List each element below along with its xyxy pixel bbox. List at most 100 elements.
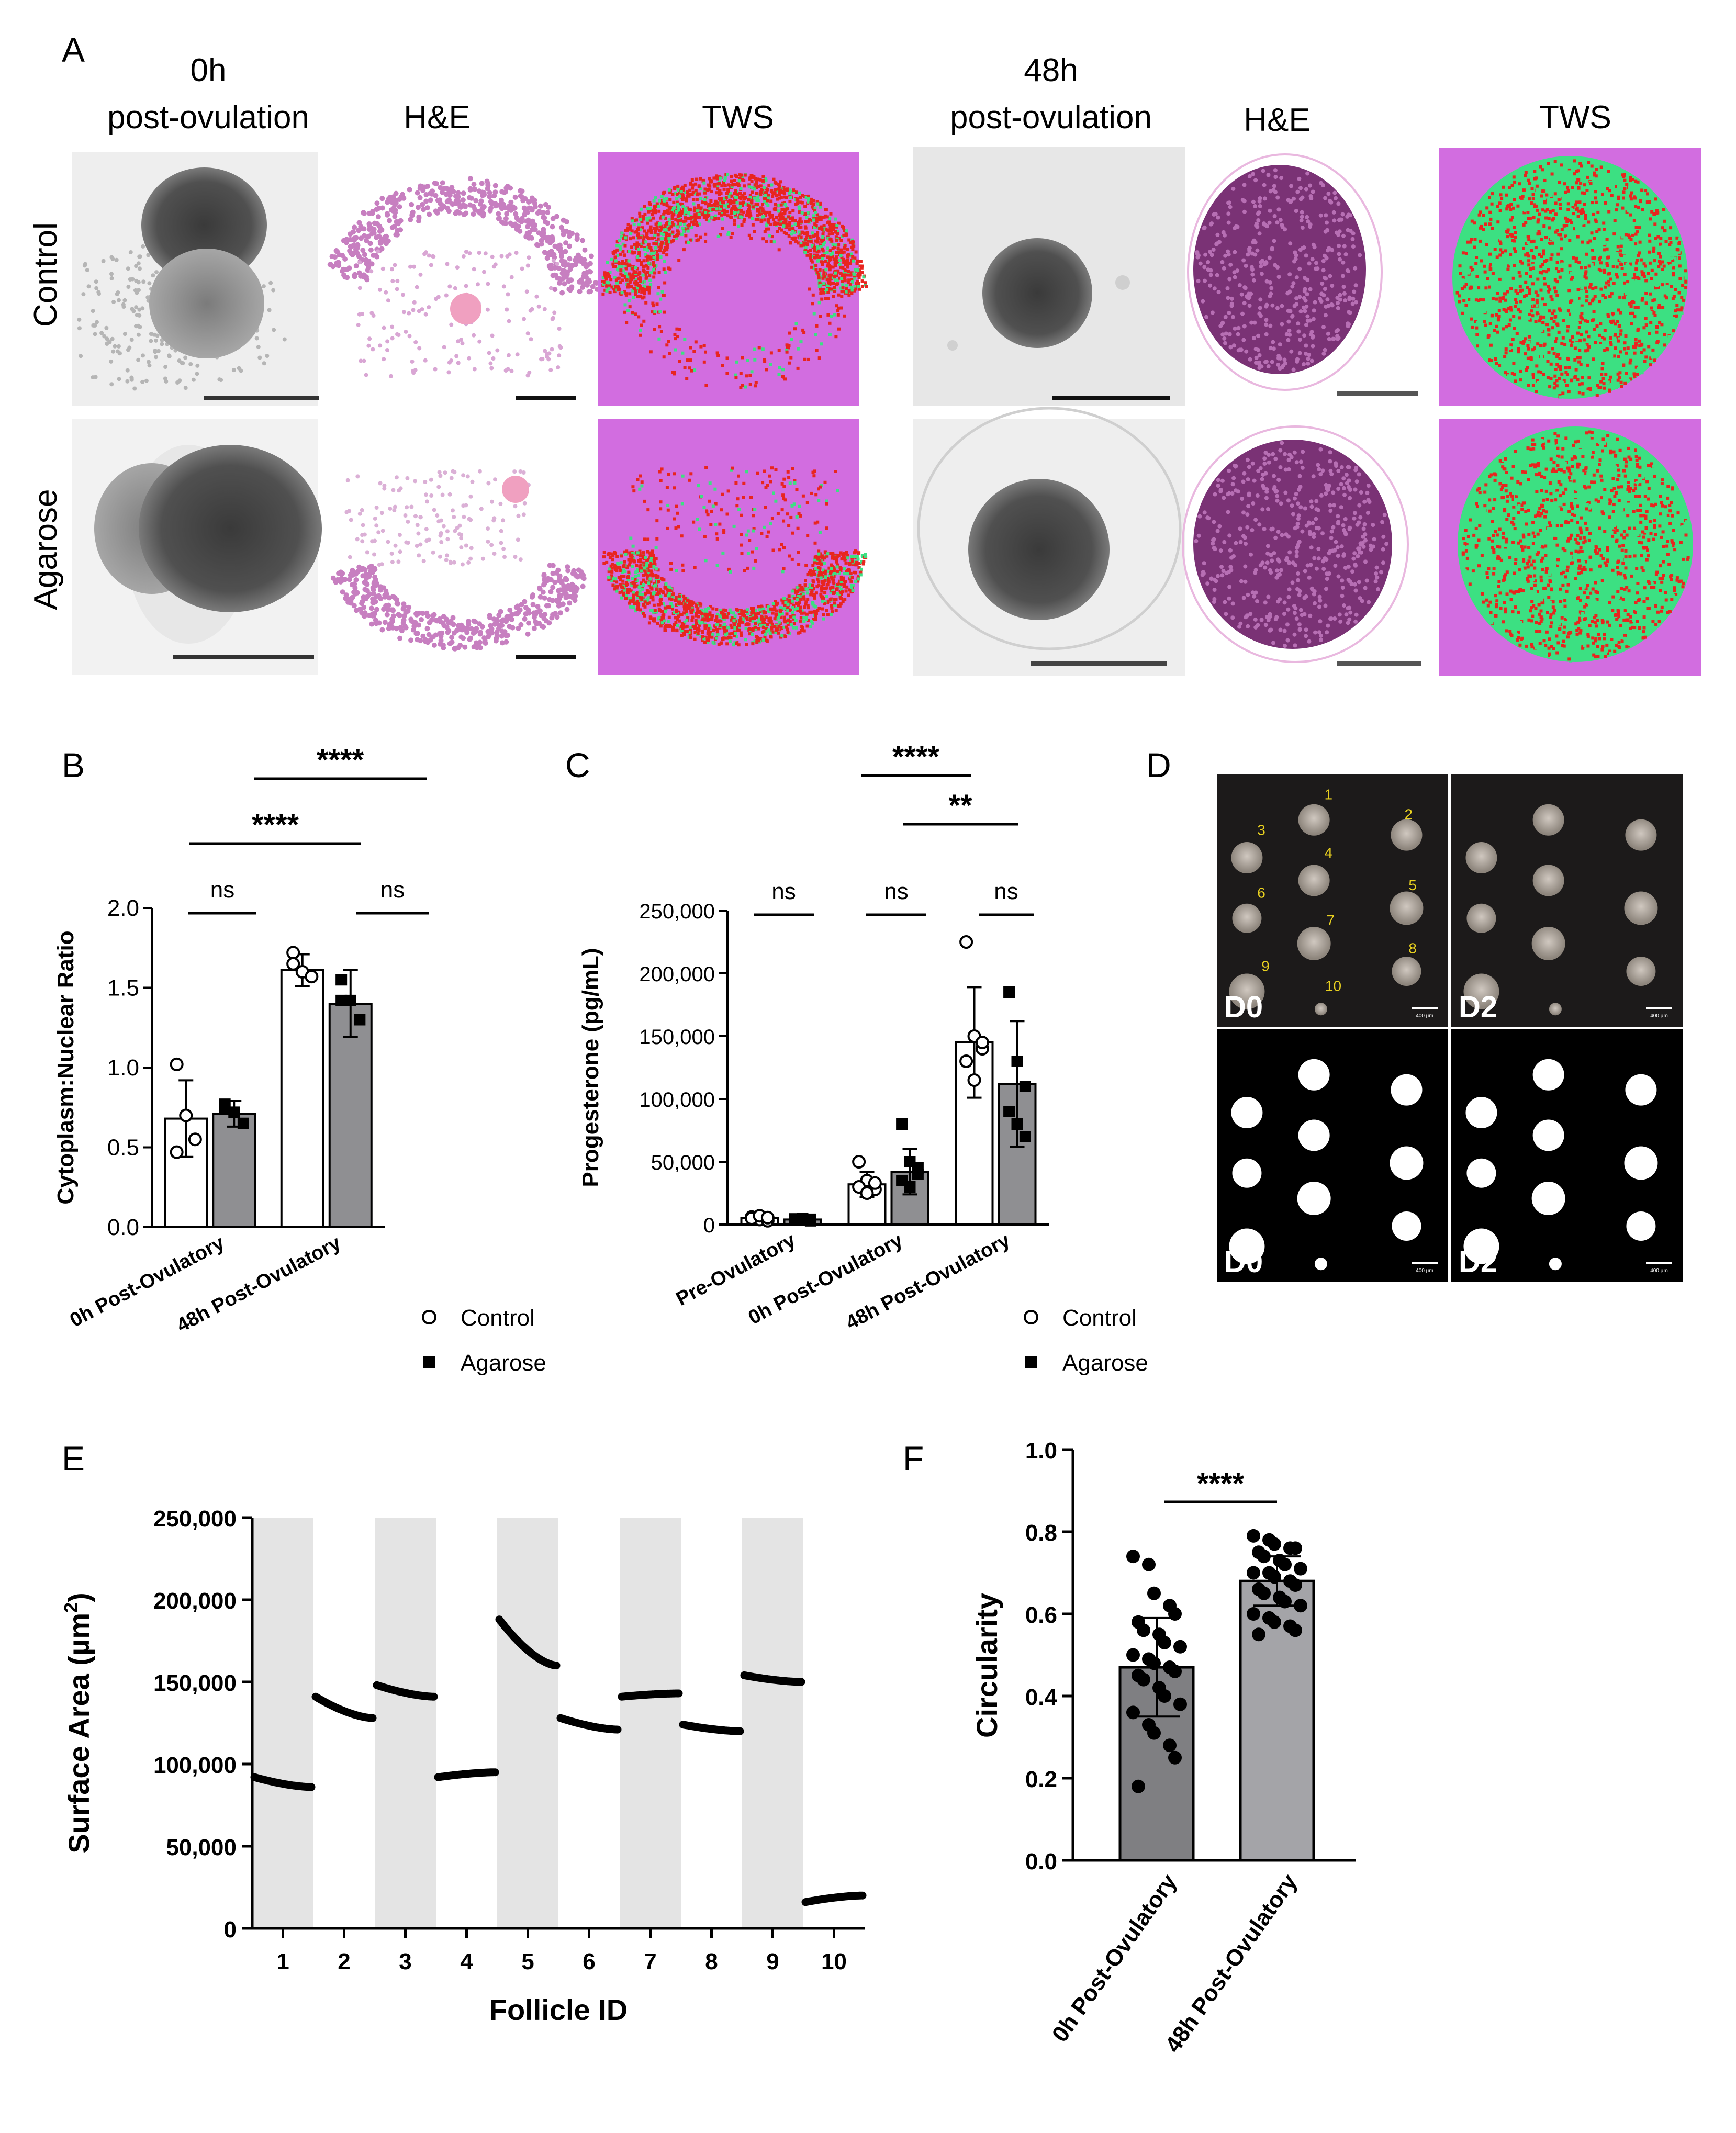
he-cell bbox=[459, 545, 464, 550]
tws-pixel bbox=[697, 484, 700, 488]
tws-pixel bbox=[858, 273, 862, 277]
he-cell bbox=[374, 506, 379, 510]
he-cell bbox=[371, 227, 377, 232]
tws-pixel bbox=[709, 631, 712, 634]
tws-pixel bbox=[654, 211, 657, 215]
he-cell bbox=[408, 217, 413, 222]
tws-pixel bbox=[859, 573, 863, 577]
tws-pixel bbox=[833, 269, 837, 273]
tws-pixel bbox=[646, 569, 650, 572]
tws-pixel bbox=[620, 235, 623, 239]
tws-pixel bbox=[658, 325, 662, 329]
he-cell bbox=[386, 595, 392, 601]
tws-pixel bbox=[744, 385, 747, 389]
tws-pixel bbox=[797, 347, 800, 351]
tws-pixel bbox=[803, 251, 807, 254]
tws-pixel bbox=[767, 609, 770, 613]
tws-pixel bbox=[607, 287, 610, 290]
tws-pixel bbox=[826, 313, 830, 317]
tws-pixel bbox=[653, 230, 657, 234]
tws-pixel bbox=[693, 566, 697, 569]
tws-pixel bbox=[644, 580, 647, 584]
tws-pixel bbox=[709, 523, 713, 526]
cumulus-cell bbox=[231, 368, 236, 373]
tws-pixel bbox=[843, 558, 847, 562]
he-cell bbox=[409, 212, 415, 218]
tws-pixel bbox=[821, 599, 824, 603]
tws-pixel bbox=[671, 592, 675, 596]
tws-pixel bbox=[731, 183, 734, 187]
tws-pixel bbox=[678, 195, 681, 199]
tws-pixel bbox=[603, 280, 607, 284]
tws-pixel bbox=[722, 187, 726, 191]
tws-pixel bbox=[680, 211, 684, 215]
tws-pixel bbox=[675, 210, 678, 214]
tws-pixel bbox=[606, 272, 610, 275]
tws-pixel bbox=[723, 176, 727, 180]
tws-pixel bbox=[703, 198, 707, 201]
tws-pixel bbox=[778, 609, 782, 612]
tws-pixel bbox=[653, 328, 656, 331]
tws-pixel bbox=[642, 551, 645, 555]
tws-pixel bbox=[722, 636, 726, 640]
he-cell bbox=[395, 232, 400, 238]
tws-pixel bbox=[738, 205, 742, 208]
tws-pixel bbox=[856, 557, 860, 561]
tws-pixel bbox=[742, 220, 746, 223]
tws-pixel bbox=[861, 562, 865, 566]
he-cell bbox=[418, 515, 423, 520]
tws-pixel bbox=[620, 596, 623, 600]
tws-pixel bbox=[818, 571, 822, 575]
he-cell bbox=[545, 220, 551, 226]
tws-pixel bbox=[804, 587, 808, 591]
tws-pixel bbox=[777, 218, 781, 222]
tws-pixel bbox=[854, 268, 857, 272]
tws-pixel bbox=[845, 229, 848, 233]
tws-pixel bbox=[791, 216, 794, 220]
tws-pixel bbox=[830, 606, 834, 610]
tws-pixel bbox=[746, 552, 750, 555]
tws-pixel bbox=[701, 200, 704, 204]
cumulus-cell bbox=[94, 279, 98, 284]
he-cell bbox=[371, 591, 376, 597]
he-cell bbox=[482, 270, 486, 274]
he-cell bbox=[446, 208, 452, 214]
tws-pixel bbox=[822, 254, 826, 257]
he-cell bbox=[393, 504, 397, 509]
tws-pixel bbox=[728, 639, 732, 643]
tws-pixel bbox=[730, 194, 734, 198]
tws-pixel bbox=[688, 188, 692, 192]
tws-pixel bbox=[718, 211, 721, 215]
tws-pixel bbox=[663, 619, 666, 623]
tws-pixel bbox=[764, 197, 767, 200]
tws-pixel bbox=[755, 547, 758, 550]
tws-pixel bbox=[648, 216, 652, 220]
tws-pixel bbox=[711, 206, 714, 209]
he-cell bbox=[496, 216, 501, 221]
tws-pixel bbox=[853, 285, 857, 288]
tws-pixel bbox=[696, 607, 700, 611]
cumulus-cell bbox=[164, 379, 169, 384]
he-cell bbox=[382, 484, 387, 488]
he-cell bbox=[427, 305, 431, 310]
tws-pixel bbox=[750, 607, 753, 610]
he-cell bbox=[418, 542, 423, 547]
he-cell bbox=[518, 557, 523, 562]
tws-pixel bbox=[763, 618, 766, 621]
tws-pixel bbox=[620, 291, 624, 295]
tws-pixel bbox=[623, 262, 626, 265]
tws-pixel bbox=[665, 204, 669, 207]
he-cell bbox=[398, 227, 404, 233]
tws-pixel bbox=[839, 592, 843, 596]
tws-pixel bbox=[792, 588, 796, 592]
tws-pixel bbox=[689, 208, 692, 212]
tws-pixel bbox=[629, 224, 632, 228]
tws-pixel bbox=[767, 196, 770, 200]
tws-pixel bbox=[641, 296, 644, 300]
tws-pixel bbox=[862, 275, 866, 279]
cumulus-cell bbox=[121, 305, 126, 309]
tws-pixel bbox=[765, 227, 768, 231]
tws-pixel bbox=[830, 282, 834, 285]
tws-pixel bbox=[842, 576, 845, 580]
tws-pixel bbox=[637, 222, 641, 226]
